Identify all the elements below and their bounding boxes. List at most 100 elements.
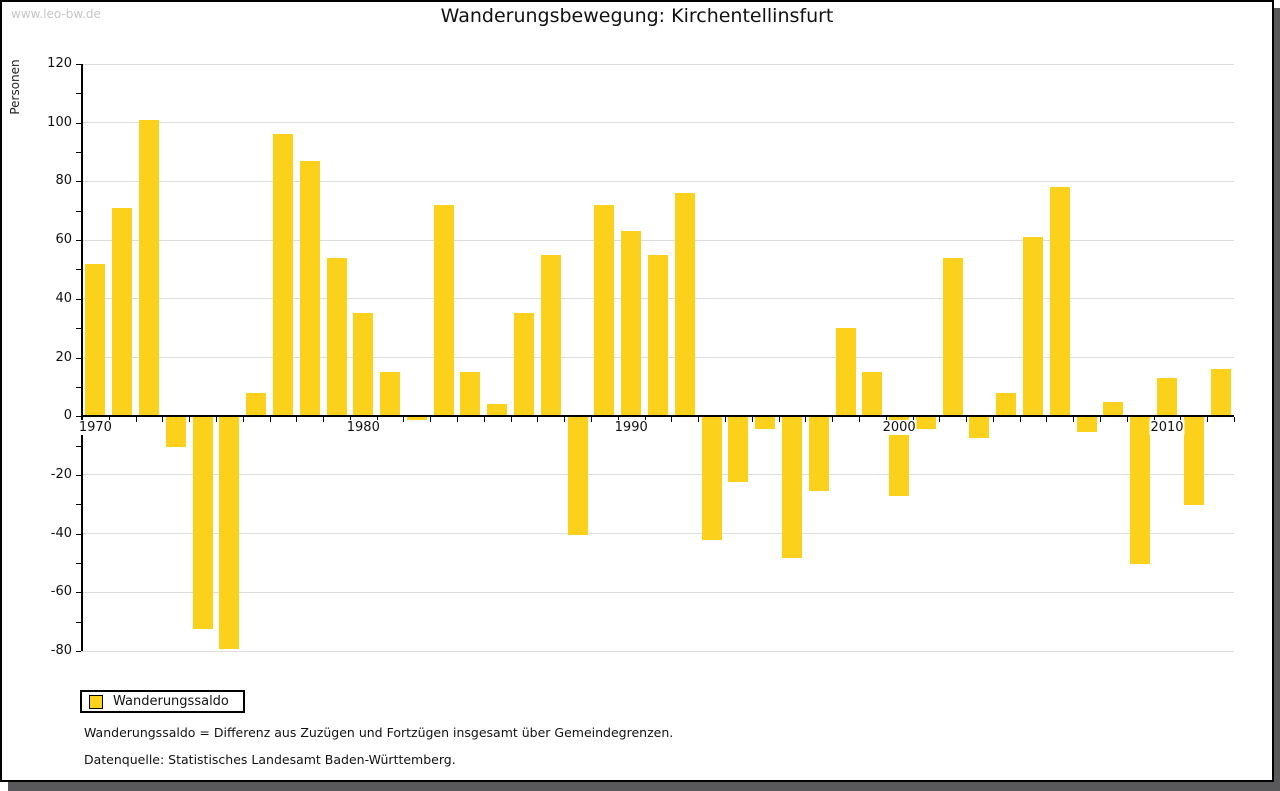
y-tick--10 [76, 445, 81, 447]
bar-1989 [594, 204, 615, 417]
gridline-80 [82, 180, 1234, 182]
y-tick-20 [76, 357, 81, 359]
y-tick-100 [76, 122, 81, 124]
x-tick-42 [1207, 417, 1209, 423]
x-tick-label-1970: 1970 [77, 420, 113, 436]
bar-2007 [1076, 417, 1097, 432]
gridline--20 [82, 474, 1234, 476]
y-tick--20 [76, 474, 81, 476]
bar-2003 [969, 417, 990, 438]
bar-1979 [326, 257, 347, 417]
bar-chart-plot-area: 120 100 80 60 40 20 0 -20 -40 -60 -80 1970 1980 1990 2… [2, 2, 1280, 702]
footnote-datasource: Datenquelle: Statistisches Landesamt Bad… [84, 752, 456, 767]
x-tick-11 [376, 417, 378, 423]
bar-1988 [567, 417, 588, 535]
x-tick-36 [1046, 417, 1048, 423]
x-tick-20 [617, 417, 619, 423]
x-tick-label-2010: 2010 [1149, 420, 1185, 436]
gridline-120 [82, 63, 1234, 65]
bar-2004 [996, 392, 1017, 417]
bar-2001 [915, 417, 936, 429]
bar-2011 [1183, 417, 1204, 506]
gridline-60 [82, 239, 1234, 241]
gridline--80 [82, 650, 1234, 652]
x-tick-26 [778, 417, 780, 423]
bar-1997 [808, 417, 829, 491]
bar-1990 [621, 231, 642, 417]
x-tick-13 [430, 417, 432, 423]
y-tick-label-100: 100 [47, 114, 72, 130]
bar-1995 [755, 417, 776, 429]
x-tick-label-1980: 1980 [345, 420, 381, 436]
x-tick-21 [644, 417, 646, 423]
y-tick--80 [76, 651, 81, 652]
gridline--40 [82, 533, 1234, 535]
y-tick-90 [76, 152, 81, 154]
y-tick-label-120: 120 [47, 56, 72, 71]
watermark-text: www.leo-bw.de [11, 7, 101, 21]
x-tick-3 [162, 417, 164, 423]
x-tick-12 [403, 417, 405, 423]
bar-1994 [728, 417, 749, 482]
x-tick-27 [805, 417, 807, 423]
y-tick--50 [76, 562, 81, 564]
x-tick-43 [1234, 417, 1235, 423]
bar-1975 [219, 417, 240, 650]
bar-1982 [406, 417, 427, 421]
x-tick-30 [885, 417, 887, 423]
y-tick-label--40: -40 [50, 525, 72, 541]
x-tick-34 [992, 417, 994, 423]
bar-2005 [1023, 237, 1044, 417]
legend-color-swatch-icon [89, 694, 103, 709]
bar-2006 [1049, 187, 1070, 417]
x-tick-40 [1153, 417, 1155, 423]
y-tick-30 [76, 328, 81, 330]
bar-2010 [1157, 378, 1178, 417]
y-tick-120 [76, 64, 81, 65]
x-tick-41 [1180, 417, 1182, 423]
gridline--60 [82, 591, 1234, 593]
bar-1977 [272, 134, 293, 417]
y-tick-40 [76, 298, 81, 300]
y-tick-label-80: 80 [55, 173, 72, 189]
x-tick-38 [1100, 417, 1102, 423]
bar-1993 [701, 417, 722, 541]
footnote-definition: Wanderungssaldo = Differenz aus Zuzügen … [84, 725, 674, 740]
bar-1986 [514, 313, 535, 417]
y-tick-80 [76, 181, 81, 183]
x-tick-5 [215, 417, 217, 423]
x-tick-22 [671, 417, 673, 423]
bar-1971 [112, 207, 133, 417]
x-tick-9 [323, 417, 325, 423]
x-tick-39 [1126, 417, 1128, 423]
y-tick--70 [76, 621, 81, 623]
chart-title: Wanderungsbewegung: Kirchentellinsfurt [440, 5, 834, 27]
y-tick-10 [76, 386, 81, 388]
y-tick--60 [76, 592, 81, 594]
bar-1974 [192, 417, 213, 629]
y-tick-label--80: -80 [50, 643, 72, 658]
bar-1987 [540, 254, 561, 417]
x-tick-24 [724, 417, 726, 423]
x-tick-29 [858, 417, 860, 423]
y-tick-label--20: -20 [50, 466, 72, 482]
x-tick-10 [349, 417, 351, 423]
bar-2002 [942, 257, 963, 417]
x-tick-31 [912, 417, 914, 423]
x-tick-16 [510, 417, 512, 423]
bar-1998 [835, 328, 856, 417]
y-tick--30 [76, 504, 81, 506]
x-tick-35 [1019, 417, 1021, 423]
gridline-100 [82, 122, 1234, 124]
x-axis-zero-line [82, 415, 1234, 418]
y-tick-label-0: 0 [63, 408, 72, 424]
x-tick-23 [698, 417, 700, 423]
x-tick-label-2000: 2000 [881, 420, 917, 436]
x-tick-19 [591, 417, 593, 423]
y-tick-0 [76, 416, 81, 418]
bar-1992 [674, 193, 695, 417]
bar-1984 [460, 372, 481, 417]
x-tick-37 [1073, 417, 1075, 423]
y-tick-50 [76, 269, 81, 271]
